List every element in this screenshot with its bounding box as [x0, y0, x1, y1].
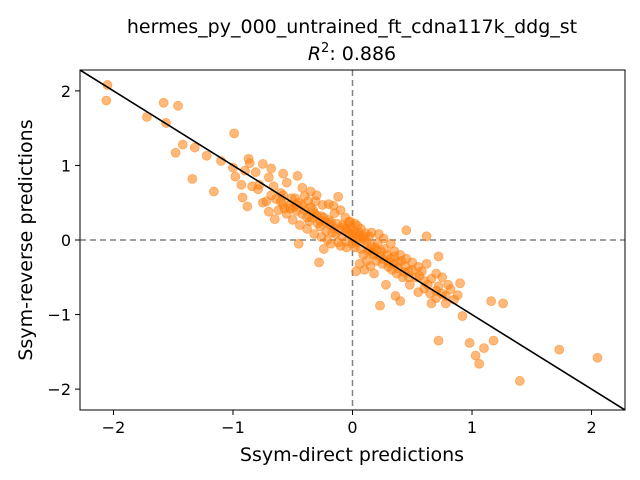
data-point	[455, 278, 465, 289]
data-point	[278, 168, 289, 179]
reference-line	[80, 70, 625, 410]
data-point	[244, 158, 255, 169]
data-point	[416, 266, 427, 277]
data-point	[229, 128, 240, 139]
y-tick-label: 1	[61, 156, 71, 175]
data-point	[318, 244, 329, 254]
data-point	[437, 272, 448, 283]
data-point	[250, 167, 261, 178]
y-tick-label: −1	[47, 306, 71, 325]
data-point	[263, 172, 274, 183]
data-point	[479, 343, 489, 354]
data-point	[279, 203, 290, 214]
r-squared-symbol: R	[308, 43, 321, 65]
data-point	[269, 214, 280, 225]
data-point	[177, 139, 188, 150]
data-point	[375, 300, 385, 311]
data-point	[488, 335, 499, 346]
data-point	[470, 350, 481, 361]
data-point	[189, 142, 200, 153]
data-point	[293, 238, 304, 249]
x-axis-ticks: −2 −1 0 1 2	[102, 410, 597, 437]
data-point	[187, 173, 198, 184]
data-point	[237, 192, 248, 203]
chart-subtitle: R2: 0.886	[308, 41, 396, 65]
chart-title: hermes_py_000_untrained_ft_cdna117k_ddg_…	[127, 16, 577, 38]
data-point	[464, 337, 475, 348]
data-point	[335, 205, 346, 216]
data-point	[421, 231, 432, 242]
data-point	[314, 257, 324, 268]
data-point	[433, 251, 444, 262]
data-point	[208, 186, 219, 197]
data-point	[443, 279, 454, 290]
data-point	[433, 335, 444, 346]
data-point	[474, 358, 485, 369]
data-point	[261, 196, 272, 207]
data-point	[242, 201, 253, 212]
data-points	[101, 80, 603, 386]
data-point	[263, 206, 274, 217]
data-point	[426, 298, 437, 309]
data-point	[352, 220, 363, 231]
y-tick-label: 0	[61, 231, 71, 250]
data-point	[297, 182, 308, 193]
data-point	[170, 147, 181, 158]
y-axis-label: Ssym-reverse predictions	[15, 119, 37, 360]
identity-reference-line	[80, 70, 625, 410]
data-point	[292, 170, 303, 181]
data-point	[486, 296, 497, 307]
r-squared-superscript: 2	[321, 41, 329, 56]
y-tick-label: 2	[61, 82, 71, 101]
data-point	[349, 242, 360, 253]
y-axis-ticks: −2 −1 0 1 2	[47, 82, 80, 399]
data-point	[345, 216, 356, 227]
data-point	[381, 279, 391, 290]
data-point	[592, 352, 603, 363]
data-point	[158, 97, 169, 108]
data-point	[395, 296, 406, 307]
data-point	[401, 225, 412, 236]
data-point	[347, 229, 358, 239]
data-point	[354, 258, 365, 269]
data-point	[257, 159, 268, 169]
data-point	[230, 171, 241, 182]
data-point	[302, 223, 312, 234]
data-point	[281, 177, 292, 188]
data-point	[328, 200, 339, 211]
data-point	[247, 181, 258, 192]
data-point	[311, 190, 322, 201]
x-tick-label: 0	[347, 418, 357, 437]
data-point	[452, 290, 463, 301]
y-tick-label: −2	[47, 380, 71, 399]
data-point	[514, 376, 525, 386]
data-point	[287, 214, 298, 225]
data-point	[101, 95, 112, 106]
r-squared-value: : 0.886	[329, 43, 396, 65]
data-point	[498, 298, 508, 309]
data-point	[326, 238, 336, 249]
x-tick-label: 1	[467, 418, 477, 437]
data-point	[333, 191, 344, 202]
data-point	[201, 150, 212, 161]
data-point	[173, 100, 183, 111]
x-axis-label: Ssym-direct predictions	[240, 444, 464, 466]
data-point	[554, 344, 565, 355]
x-tick-label: −1	[221, 418, 245, 437]
x-tick-label: 2	[586, 418, 596, 437]
x-tick-label: −2	[102, 418, 126, 437]
data-point	[266, 163, 277, 174]
data-point	[359, 235, 370, 245]
data-point	[457, 311, 468, 321]
data-point	[236, 179, 247, 190]
